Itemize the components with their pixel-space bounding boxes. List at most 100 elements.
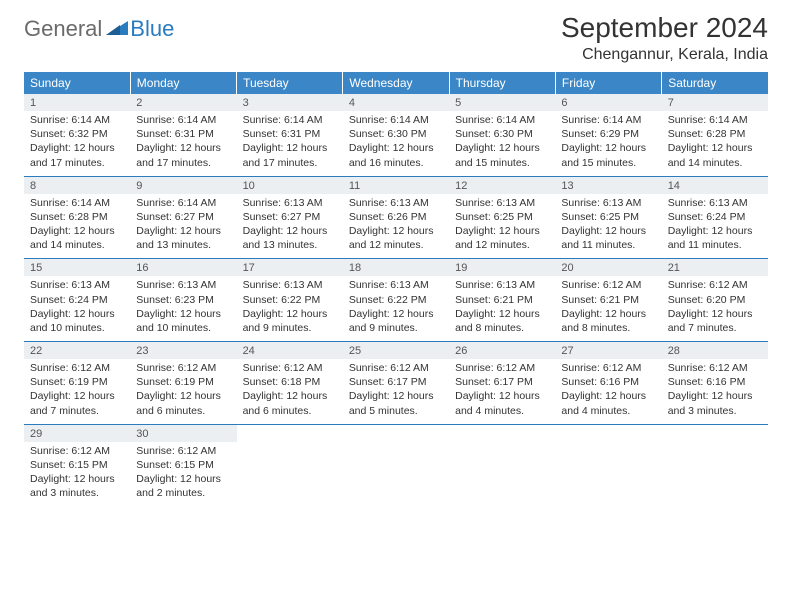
daylight-line1: Daylight: 12 hours <box>455 389 549 403</box>
day-number: 14 <box>662 177 768 194</box>
sunrise: Sunrise: 6:12 AM <box>668 361 762 375</box>
day-detail <box>237 442 343 507</box>
daylight-line2: and 9 minutes. <box>243 321 337 335</box>
day-detail: Sunrise: 6:14 AMSunset: 6:30 PMDaylight:… <box>449 111 555 176</box>
daylight-line1: Daylight: 12 hours <box>136 141 230 155</box>
title-block: September 2024 Chengannur, Kerala, India <box>561 12 768 64</box>
sunrise: Sunrise: 6:12 AM <box>455 361 549 375</box>
sunset: Sunset: 6:25 PM <box>455 210 549 224</box>
day-detail: Sunrise: 6:12 AMSunset: 6:15 PMDaylight:… <box>24 442 130 507</box>
sunrise: Sunrise: 6:14 AM <box>243 113 337 127</box>
daylight-line2: and 10 minutes. <box>136 321 230 335</box>
daylight-line2: and 7 minutes. <box>668 321 762 335</box>
day-detail: Sunrise: 6:14 AMSunset: 6:32 PMDaylight:… <box>24 111 130 176</box>
sunrise: Sunrise: 6:14 AM <box>349 113 443 127</box>
day-number: 20 <box>555 259 661 276</box>
sunset: Sunset: 6:22 PM <box>349 293 443 307</box>
daylight-line2: and 5 minutes. <box>349 404 443 418</box>
sunrise: Sunrise: 6:12 AM <box>136 444 230 458</box>
day-number: 10 <box>237 177 343 194</box>
day-header: Tuesday <box>237 72 343 94</box>
day-detail: Sunrise: 6:12 AMSunset: 6:20 PMDaylight:… <box>662 276 768 341</box>
day-number: 11 <box>343 177 449 194</box>
day-detail: Sunrise: 6:13 AMSunset: 6:22 PMDaylight:… <box>343 276 449 341</box>
sunset: Sunset: 6:15 PM <box>30 458 124 472</box>
daylight-line2: and 3 minutes. <box>30 486 124 500</box>
sunset: Sunset: 6:26 PM <box>349 210 443 224</box>
sunrise: Sunrise: 6:13 AM <box>561 196 655 210</box>
day-number: 30 <box>130 425 236 442</box>
daylight-line1: Daylight: 12 hours <box>30 472 124 486</box>
day-number: 5 <box>449 94 555 111</box>
daylight-line2: and 12 minutes. <box>349 238 443 252</box>
sunset: Sunset: 6:32 PM <box>30 127 124 141</box>
logo-text-blue: Blue <box>130 16 174 42</box>
day-detail: Sunrise: 6:13 AMSunset: 6:27 PMDaylight:… <box>237 194 343 259</box>
logo: General Blue <box>24 12 174 42</box>
logo-text-general: General <box>24 16 102 42</box>
sunrise: Sunrise: 6:14 AM <box>30 196 124 210</box>
header: General Blue September 2024 Chengannur, … <box>24 12 768 64</box>
day-number: 4 <box>343 94 449 111</box>
sunrise: Sunrise: 6:14 AM <box>668 113 762 127</box>
day-header: Sunday <box>24 72 130 94</box>
daylight-line2: and 14 minutes. <box>668 156 762 170</box>
daynum-row: 891011121314 <box>24 177 768 194</box>
day-detail <box>662 442 768 507</box>
daylight-line1: Daylight: 12 hours <box>243 307 337 321</box>
day-detail: Sunrise: 6:14 AMSunset: 6:29 PMDaylight:… <box>555 111 661 176</box>
sunrise: Sunrise: 6:13 AM <box>668 196 762 210</box>
sunrise: Sunrise: 6:13 AM <box>243 278 337 292</box>
sunset: Sunset: 6:19 PM <box>136 375 230 389</box>
day-number: 8 <box>24 177 130 194</box>
daylight-line2: and 17 minutes. <box>30 156 124 170</box>
day-number: 29 <box>24 425 130 442</box>
month-title: September 2024 <box>561 12 768 44</box>
day-number: 15 <box>24 259 130 276</box>
sunset: Sunset: 6:30 PM <box>455 127 549 141</box>
day-detail: Sunrise: 6:12 AMSunset: 6:18 PMDaylight:… <box>237 359 343 424</box>
sunset: Sunset: 6:22 PM <box>243 293 337 307</box>
sunrise: Sunrise: 6:14 AM <box>136 113 230 127</box>
day-number: 13 <box>555 177 661 194</box>
sunset: Sunset: 6:21 PM <box>455 293 549 307</box>
day-detail: Sunrise: 6:12 AMSunset: 6:15 PMDaylight:… <box>130 442 236 507</box>
sunrise: Sunrise: 6:13 AM <box>349 278 443 292</box>
daylight-line1: Daylight: 12 hours <box>455 141 549 155</box>
day-number: 12 <box>449 177 555 194</box>
detail-row: Sunrise: 6:12 AM Sunset: 6:19 PM Daylight:… <box>24 359 768 424</box>
day-detail: Sunrise: 6:14 AMSunset: 6:28 PMDaylight:… <box>662 111 768 176</box>
daylight-line1: Daylight: 12 hours <box>668 307 762 321</box>
daylight-line1: Daylight: 12 hours <box>455 224 549 238</box>
daylight-line1: Daylight: 12 hours <box>136 307 230 321</box>
sunset: Sunset: 6:24 PM <box>30 293 124 307</box>
sunrise: Sunrise: 6:12 AM <box>349 361 443 375</box>
sunset: Sunset: 6:24 PM <box>668 210 762 224</box>
day-detail: Sunrise: 6:13 AMSunset: 6:21 PMDaylight:… <box>449 276 555 341</box>
daylight-line1: Daylight: 12 hours <box>668 141 762 155</box>
day-number <box>662 425 768 442</box>
sunrise: Sunrise: 6:12 AM <box>561 361 655 375</box>
sunrise: Sunrise: 6:12 AM <box>561 278 655 292</box>
day-number <box>555 425 661 442</box>
sunrise: Sunrise: 6:14 AM <box>455 113 549 127</box>
daylight-line1: Daylight: 12 hours <box>349 141 443 155</box>
location: Chengannur, Kerala, India <box>561 46 768 64</box>
sunset: Sunset: 6:31 PM <box>136 127 230 141</box>
day-number: 18 <box>343 259 449 276</box>
daylight-line1: Daylight: 12 hours <box>349 224 443 238</box>
day-detail: Sunrise: 6:14 AMSunset: 6:31 PMDaylight:… <box>237 111 343 176</box>
day-detail: Sunrise: 6:14 AMSunset: 6:27 PMDaylight:… <box>130 194 236 259</box>
daylight-line2: and 6 minutes. <box>243 404 337 418</box>
day-number: 24 <box>237 342 343 359</box>
detail-row: Sunrise: 6:12 AM Sunset: 6:15 PMDaylight:… <box>24 442 768 507</box>
detail-row: Sunrise: 6:14 AM Sunset: 6:32 PM Daylight:… <box>24 111 768 176</box>
daylight-line2: and 13 minutes. <box>136 238 230 252</box>
daylight-line1: Daylight: 12 hours <box>30 307 124 321</box>
daylight-line2: and 10 minutes. <box>30 321 124 335</box>
daylight-line2: and 15 minutes. <box>561 156 655 170</box>
sunrise: Sunrise: 6:13 AM <box>136 278 230 292</box>
daylight-line1: Daylight: 12 hours <box>561 389 655 403</box>
day-number: 1 <box>24 94 130 111</box>
day-header: Wednesday <box>343 72 449 94</box>
